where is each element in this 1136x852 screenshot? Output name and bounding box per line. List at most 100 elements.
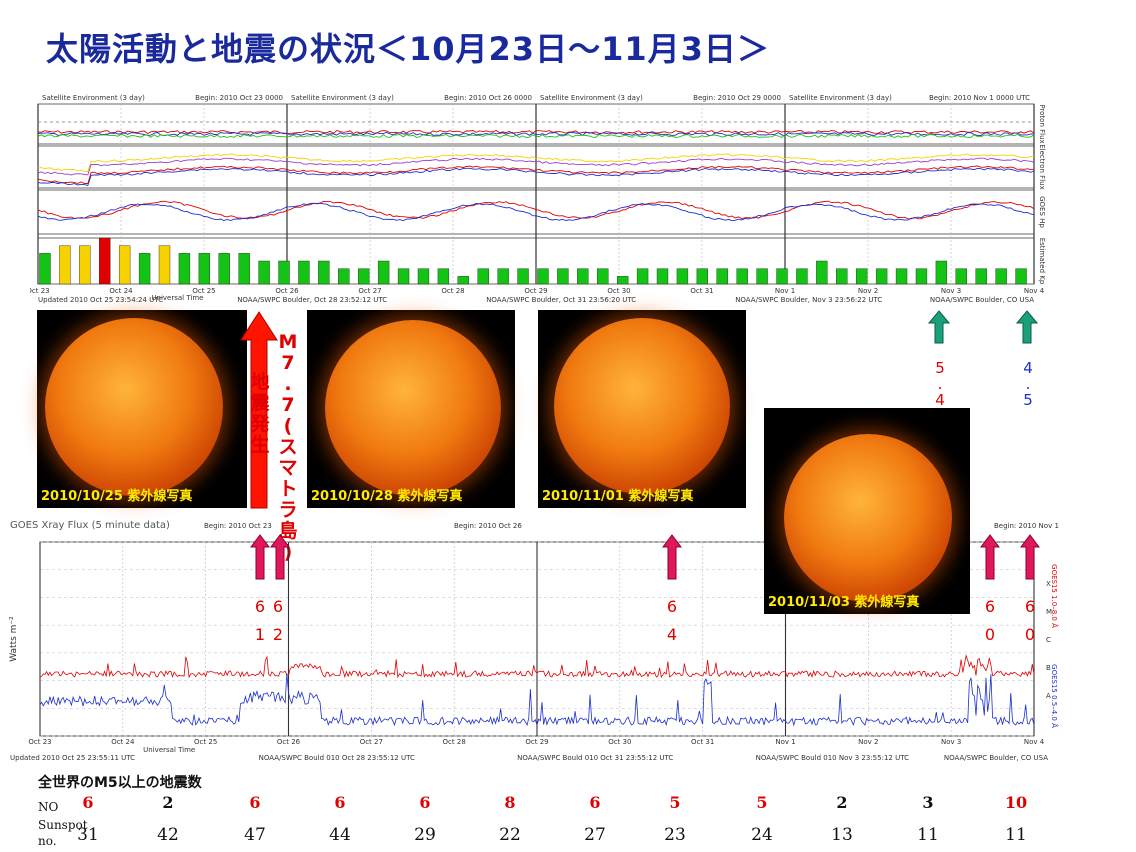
x-tick-label: Oct 29: [525, 738, 548, 746]
earthquake-count-cell: 6: [419, 793, 431, 812]
arrow-up-icon: [1016, 310, 1038, 344]
top-quake-2: 4 . 5: [1020, 360, 1036, 408]
arrow-up-icon: [270, 534, 290, 580]
kp-bar: [457, 276, 469, 285]
xray-quake-top: 6: [1024, 597, 1036, 616]
magnitude-char: マ: [278, 457, 298, 479]
sunspot-count-cell: 31: [77, 825, 99, 845]
magnitude-char: 7: [281, 394, 295, 416]
earthquake-count-cell: 2: [836, 793, 848, 812]
earthquake-count-cell: 3: [922, 793, 934, 812]
flare-class-label: C: [1046, 636, 1051, 644]
x-tick-label: Oct 26: [277, 738, 301, 746]
x-tick-label: Nov 2: [858, 287, 878, 295]
x-tick-label: Nov 3: [941, 738, 961, 746]
kp-bar: [836, 268, 848, 285]
kp-bar: [377, 260, 390, 285]
kp-bar: [676, 268, 689, 285]
kp-bar: [397, 268, 410, 285]
panel-header: Satellite Environment (3 day): [540, 94, 643, 102]
flare-class-label: M: [1046, 608, 1052, 616]
stats-heading: 全世界のM5以上の地震数: [38, 775, 202, 791]
x-tick-label: Oct 23: [28, 738, 51, 746]
sun-image-3: 2010/11/01 紫外線写真: [538, 310, 746, 508]
sunspot-count-cell: 29: [414, 825, 436, 845]
quake-char: 生: [250, 434, 270, 456]
earthquake-count-cell: 6: [82, 793, 94, 812]
sun-image-2: 2010/10/28 紫外線写真: [307, 310, 515, 508]
x-tick-label: Oct 25: [192, 287, 215, 295]
kp-bar: [756, 268, 768, 285]
kp-bar: [517, 268, 529, 285]
proton-flux-line: [37, 133, 1035, 139]
xray-footer: NOAA/SWPC Boulder, CO USA: [944, 754, 1048, 762]
magnitude-char: ト: [278, 478, 298, 500]
x-tick-label: Oct 28: [441, 287, 464, 295]
sun-disk: [784, 434, 952, 602]
satellite-environment-panel: Satellite Environment (3 day) Begin: 2010…: [30, 94, 1046, 304]
kp-bar: [796, 268, 808, 285]
sunspot-label: Sunspot: [38, 818, 88, 832]
x-tick-label: Oct 28: [443, 738, 466, 746]
xray-footer: NOAA/SWPC Bould 010 Oct 28 23:55:12 UTC: [259, 754, 415, 762]
x-tick-label: Oct 29: [524, 287, 547, 295]
top-quake-1: 5 . 4: [932, 360, 948, 408]
xray-quake-top: 6: [984, 597, 996, 616]
electron-flux-line: [37, 165, 1035, 185]
x-tick-label: Oct 24: [111, 738, 135, 746]
right-label: GOES15 0.5–4.0 Å: [1050, 664, 1059, 728]
electron-flux-line: [37, 167, 1035, 187]
quake-digit: 5: [935, 359, 945, 377]
quake-digit: .: [937, 375, 943, 393]
sunspot-count-cell: 47: [244, 825, 266, 845]
xray-long-series: [39, 654, 1035, 679]
quake-digit: 4: [935, 391, 945, 409]
xray-footer: NOAA/SWPC Bould 010 Nov 3 23:55:12 UTC: [756, 754, 909, 762]
sun-caption: 2010/11/01 紫外線写真: [542, 489, 694, 504]
arrow-up-icon: [928, 310, 950, 344]
x-tick-label: Oct 26: [275, 287, 299, 295]
kp-bar: [278, 260, 290, 285]
x-tick-label: Nov 2: [858, 738, 878, 746]
goes-hp-line: [37, 200, 1035, 220]
kp-bar: [557, 268, 569, 285]
kp-bar: [258, 260, 270, 285]
proton-flux-line: [37, 131, 1035, 137]
panel-header: Satellite Environment (3 day): [291, 94, 394, 102]
kp-bar: [636, 268, 649, 285]
kp-bar: [497, 268, 509, 285]
kp-bar: [895, 268, 908, 285]
panel-footer: Updated 2010 Oct 25 23:54:24 UTC: [38, 296, 163, 304]
xray-short-series: [39, 673, 1035, 727]
kp-bar: [79, 245, 91, 285]
flare-class-label: B: [1046, 664, 1051, 672]
xray-quake-bot: 1: [254, 625, 266, 644]
xray-quake-bot: 4: [666, 625, 678, 644]
kp-bar: [616, 276, 629, 285]
panel-begin: Begin: 2010 Nov 1 0000 UTC: [929, 94, 1030, 102]
xray-begin: Begin: 2010 Nov 1 0000 UTC: [994, 522, 1060, 530]
sun-disk: [45, 318, 223, 496]
magnitude-char: ス: [278, 436, 298, 458]
x-tick-label: Nov 1: [775, 287, 795, 295]
flare-class-label: X: [1046, 580, 1051, 588]
x-tick-label: Oct 31: [690, 287, 713, 295]
kp-bar: [577, 268, 589, 285]
kp-bar: [338, 268, 350, 285]
kp-bar: [776, 268, 788, 285]
quake-char: 発: [250, 413, 270, 435]
earthquake-count-cell: 5: [756, 793, 768, 812]
x-tick-label: Oct 30: [608, 738, 631, 746]
kp-bar: [736, 268, 748, 285]
x-tick-label: Nov 4: [1024, 738, 1045, 746]
arrow-up-icon: [662, 534, 682, 580]
x-tick-label: Oct 23: [30, 287, 50, 295]
panel-header: Satellite Environment (3 day): [42, 94, 145, 102]
sun-caption: 2010/10/25 紫外線写真: [41, 489, 193, 504]
kp-bar: [158, 245, 171, 285]
sunspot-count-cell: 11: [917, 825, 939, 845]
kp-bar: [975, 268, 987, 285]
magnitude-char: (: [283, 415, 293, 437]
panel-footer: NOAA/SWPC Boulder, CO USA: [930, 296, 1034, 304]
